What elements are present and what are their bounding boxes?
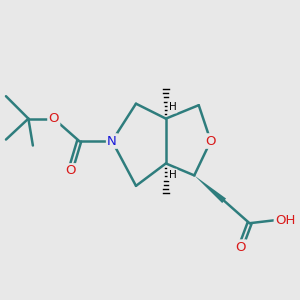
Text: O: O [235, 241, 246, 254]
Text: H: H [169, 170, 176, 180]
Text: O: O [65, 164, 76, 177]
Text: OH: OH [275, 214, 295, 227]
Text: N: N [107, 134, 117, 148]
Text: H: H [169, 102, 176, 112]
Text: O: O [49, 112, 59, 125]
Polygon shape [194, 176, 226, 203]
Text: O: O [206, 134, 216, 148]
